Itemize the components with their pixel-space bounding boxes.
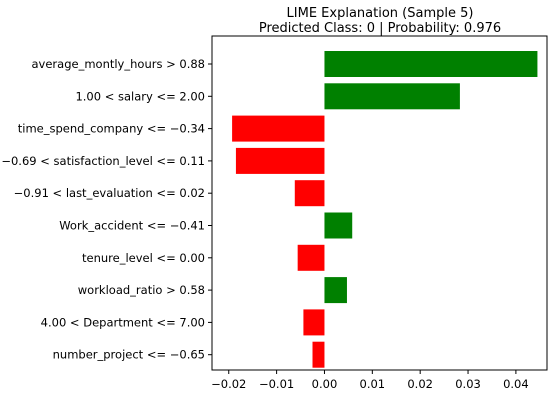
plot-frame <box>211 35 548 371</box>
x-tick-label: 0.00 <box>312 377 338 391</box>
bar <box>232 115 325 142</box>
x-tick-label: 0.01 <box>360 377 386 391</box>
chart-title: LIME Explanation (Sample 5) <box>287 6 474 21</box>
bars-group <box>232 51 538 368</box>
y-tick-label: tenure_level <= 0.00 <box>82 251 205 265</box>
chart-subtitle: Predicted Class: 0 | Probability: 0.976 <box>259 21 501 36</box>
bar <box>294 180 325 207</box>
y-tick-label: −0.91 < last_evaluation <= 0.02 <box>14 186 205 200</box>
bar <box>312 341 325 368</box>
bar <box>235 147 325 174</box>
bar <box>324 83 460 110</box>
bar <box>297 244 325 271</box>
y-tick-label: Work_accident <= −0.41 <box>59 219 205 233</box>
y-tick-label: time_spend_company <= −0.34 <box>18 122 205 136</box>
x-tick-label: 0.02 <box>407 377 433 391</box>
y-tick-label: workload_ratio > 0.58 <box>78 283 205 297</box>
y-tick-label: 4.00 < Department <= 7.00 <box>41 315 205 329</box>
x-tick-label: 0.04 <box>503 377 529 391</box>
y-tick-label: −0.69 < satisfaction_level <= 0.11 <box>1 154 205 168</box>
bar <box>324 277 347 304</box>
y-tick-labels: average_montly_hours > 0.88 1.00 < salary… <box>1 57 212 362</box>
y-tick-label: 1.00 < salary <= 2.00 <box>75 89 205 103</box>
x-ticks: −0.02 −0.01 0.00 0.01 0.02 0.03 0.04 <box>211 370 529 391</box>
y-tick-label: number_project <= −0.65 <box>53 348 205 362</box>
x-tick-label: −0.02 <box>211 377 246 391</box>
bar <box>324 51 538 77</box>
x-tick-label: −0.01 <box>259 377 294 391</box>
y-tick-label: average_montly_hours > 0.88 <box>32 57 206 71</box>
x-tick-label: 0.03 <box>455 377 481 391</box>
bar <box>324 212 353 239</box>
bar <box>303 309 325 336</box>
